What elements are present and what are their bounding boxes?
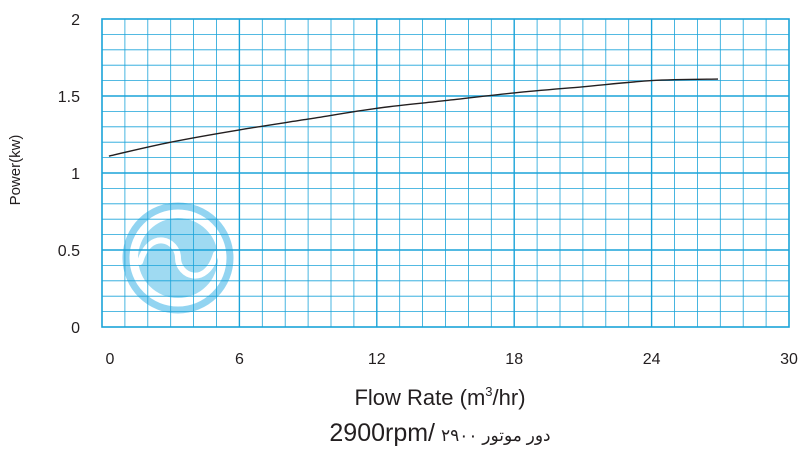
grid-lines xyxy=(102,19,789,327)
y-axis-label: Power(kw) xyxy=(7,135,24,206)
motor-speed-label: 2900rpm/دور موتور ۲۹۰۰ xyxy=(329,419,550,447)
series-group xyxy=(108,78,719,157)
y-tick-label: 1.5 xyxy=(58,89,80,106)
x-tick-label: 18 xyxy=(505,351,523,368)
x-tick-label: 30 xyxy=(780,351,798,368)
y-tick-labels: 0 0.5 1 1.5 2 xyxy=(58,12,80,337)
motor-speed-latin: 2900rpm/ xyxy=(329,419,435,447)
plot-border xyxy=(101,18,790,328)
y-tick-label: 1 xyxy=(71,166,80,183)
x-axis-label-prefix: Flow Rate (m xyxy=(354,385,485,410)
x-tick-label: 0 xyxy=(106,351,115,368)
x-tick-labels: 0 6 12 18 24 30 xyxy=(106,351,798,368)
x-axis-label: Flow Rate (m3/hr) xyxy=(354,384,525,410)
x-tick-label: 6 xyxy=(235,351,244,368)
company-logo-icon xyxy=(122,202,234,314)
x-axis-label-superscript: 3 xyxy=(485,384,492,399)
plot-frame xyxy=(101,18,790,328)
y-tick-label: 0 xyxy=(71,320,80,337)
motor-speed-farsi: دور موتور ۲۹۰۰ xyxy=(441,426,551,445)
logo-outer-ring xyxy=(122,202,234,314)
logo-swirl xyxy=(137,237,219,279)
x-tick-label: 24 xyxy=(643,351,661,368)
x-axis-label-suffix: /hr) xyxy=(493,385,526,410)
x-tick-label: 12 xyxy=(368,351,386,368)
power-curve-line xyxy=(108,78,719,157)
y-tick-label: 2 xyxy=(71,12,80,29)
y-tick-label: 0.5 xyxy=(58,243,80,260)
